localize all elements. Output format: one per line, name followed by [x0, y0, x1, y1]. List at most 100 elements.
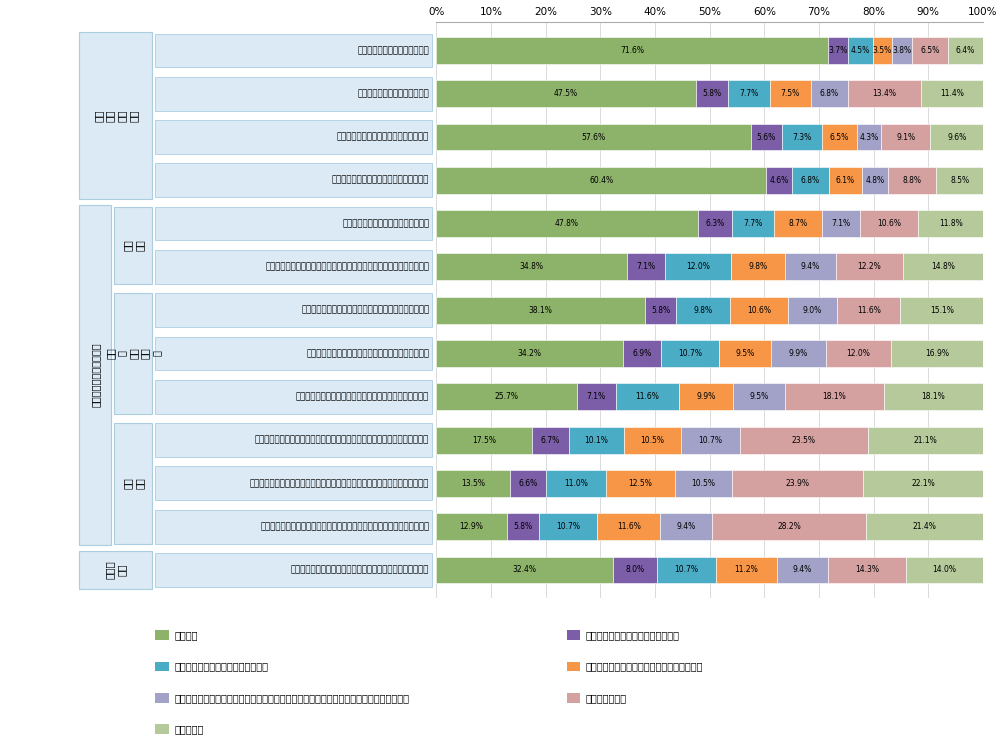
Text: 9.4%: 9.4%: [675, 522, 695, 531]
Text: 21.4%: 21.4%: [912, 522, 936, 531]
Bar: [730, 253, 784, 280]
Bar: [912, 37, 947, 64]
Text: 9.4%: 9.4%: [800, 262, 819, 271]
Text: いつまでに、どの程度まで、どの業務・事業を復旧させるかの目標設定: いつまでに、どの程度まで、どの業務・事業を復旧させるかの目標設定: [265, 262, 429, 271]
Bar: [644, 296, 675, 324]
Bar: [732, 383, 785, 410]
Text: 5.6%: 5.6%: [757, 132, 776, 141]
Text: 11.4%: 11.4%: [940, 89, 963, 98]
Text: 18.1%: 18.1%: [921, 392, 945, 401]
Text: 25.7%: 25.7%: [494, 392, 518, 401]
Text: 47.8%: 47.8%: [554, 219, 578, 228]
Text: 4.5%: 4.5%: [850, 46, 869, 55]
Text: 9.9%: 9.9%: [788, 349, 808, 358]
Bar: [947, 37, 982, 64]
Text: 9.0%: 9.0%: [802, 305, 822, 315]
Text: 16.9%: 16.9%: [925, 349, 948, 358]
Text: 23.5%: 23.5%: [792, 435, 815, 444]
Text: ステークホルダーとのサプライチェーンについての復旧手順・代営業の用意: ステークホルダーとのサプライチェーンについての復旧手順・代営業の用意: [255, 435, 429, 444]
Text: 5.8%: 5.8%: [701, 89, 720, 98]
Text: 策定の意向あり（課題がある、もしくは優先度が低く、着手する見通しは立っていない）: 策定の意向あり（課題がある、もしくは優先度が低く、着手する見通しは立っていない）: [174, 692, 409, 703]
Text: 8.5%: 8.5%: [949, 176, 968, 185]
Text: 11.6%: 11.6%: [634, 392, 658, 401]
Text: 7.1%: 7.1%: [586, 392, 605, 401]
Bar: [678, 383, 732, 410]
Bar: [731, 210, 774, 237]
Text: 人的リソース（従業員・職員等）についての代営業の用意: 人的リソース（従業員・職員等）についての代営業の用意: [296, 392, 429, 401]
Bar: [835, 253, 902, 280]
Bar: [787, 296, 836, 324]
Text: 自社情報システムについての復旧手順・代営業の用意: 自社情報システムについての復旧手順・代営業の用意: [306, 349, 429, 358]
Text: 対策本部立上げ判断基準の設定: 対策本部立上げ判断基準の設定: [357, 89, 429, 98]
Text: 3.5%: 3.5%: [872, 46, 891, 55]
Text: 12.9%: 12.9%: [459, 522, 483, 531]
Text: 6.1%: 6.1%: [835, 176, 854, 185]
Bar: [436, 210, 697, 237]
Text: 10.1%: 10.1%: [584, 435, 607, 444]
Text: 9.4%: 9.4%: [793, 565, 812, 574]
Bar: [623, 426, 680, 453]
Text: 教育・
訓練: 教育・ 訓練: [105, 561, 126, 580]
Bar: [865, 513, 982, 540]
Text: 7.3%: 7.3%: [792, 132, 811, 141]
Bar: [436, 470, 510, 497]
Text: 11.0%: 11.0%: [564, 479, 587, 488]
Bar: [436, 167, 766, 194]
Text: 6.4%: 6.4%: [955, 46, 974, 55]
Bar: [729, 296, 787, 324]
Bar: [675, 296, 729, 324]
Text: 災害・事故等が発生したことを想定した、訓練・教育の実施: 災害・事故等が発生したことを想定した、訓練・教育の実施: [291, 565, 429, 574]
Bar: [596, 513, 659, 540]
Bar: [785, 383, 883, 410]
Text: 8.7%: 8.7%: [788, 219, 807, 228]
Bar: [674, 470, 731, 497]
Bar: [836, 296, 900, 324]
Text: 策定中（近いうちに完成する予定）: 策定中（近いうちに完成する予定）: [585, 630, 679, 640]
Text: 9.8%: 9.8%: [747, 262, 767, 271]
Text: 応急・復旧段階での対策: 応急・復旧段階での対策: [90, 343, 100, 407]
Text: ステークホルダーとの金流・情報連携などについての復旧手順・代営業の用意: ステークホルダーとの金流・情報連携などについての復旧手順・代営業の用意: [249, 479, 429, 488]
Text: 57.6%: 57.6%: [581, 132, 605, 141]
Text: 策定済み: 策定済み: [174, 630, 197, 640]
Bar: [538, 513, 596, 540]
Text: 13.5%: 13.5%: [461, 479, 485, 488]
Bar: [660, 340, 718, 367]
Bar: [936, 167, 982, 194]
Bar: [622, 340, 660, 367]
Text: 12.2%: 12.2%: [857, 262, 880, 271]
Text: 10.6%: 10.6%: [746, 305, 771, 315]
Bar: [711, 513, 865, 540]
Text: 災害・事故等発生時の体制設置: 災害・事故等発生時の体制設置: [357, 46, 429, 55]
Bar: [888, 167, 936, 194]
Bar: [769, 80, 810, 107]
Bar: [436, 426, 531, 453]
Bar: [880, 123, 930, 150]
Text: 7.1%: 7.1%: [831, 219, 850, 228]
Bar: [774, 210, 821, 237]
Bar: [436, 80, 695, 107]
Text: 復旧
方針: 復旧 方針: [122, 239, 144, 251]
Text: 4.3%: 4.3%: [859, 132, 878, 141]
Bar: [436, 557, 613, 583]
Bar: [750, 123, 781, 150]
Bar: [436, 383, 576, 410]
Bar: [857, 123, 880, 150]
Text: 10.7%: 10.7%: [697, 435, 721, 444]
Text: 7.7%: 7.7%: [738, 89, 758, 98]
Bar: [731, 470, 862, 497]
Bar: [930, 123, 982, 150]
Text: 3.8%: 3.8%: [892, 46, 911, 55]
Bar: [714, 557, 777, 583]
Text: 22.1%: 22.1%: [910, 479, 934, 488]
Bar: [576, 383, 615, 410]
Bar: [680, 426, 738, 453]
Text: 10.7%: 10.7%: [555, 522, 579, 531]
Text: 策定の意向あり（近いうちに着手する予定）: 策定の意向あり（近いうちに着手する予定）: [585, 661, 702, 672]
Bar: [771, 340, 825, 367]
Text: 自社
リ
ソー
ス復
旧: 自社 リ ソー ス復 旧: [105, 348, 161, 360]
Bar: [436, 253, 626, 280]
Bar: [738, 426, 868, 453]
Text: 34.2%: 34.2%: [517, 349, 541, 358]
Bar: [847, 37, 872, 64]
Text: 7.1%: 7.1%: [635, 262, 655, 271]
